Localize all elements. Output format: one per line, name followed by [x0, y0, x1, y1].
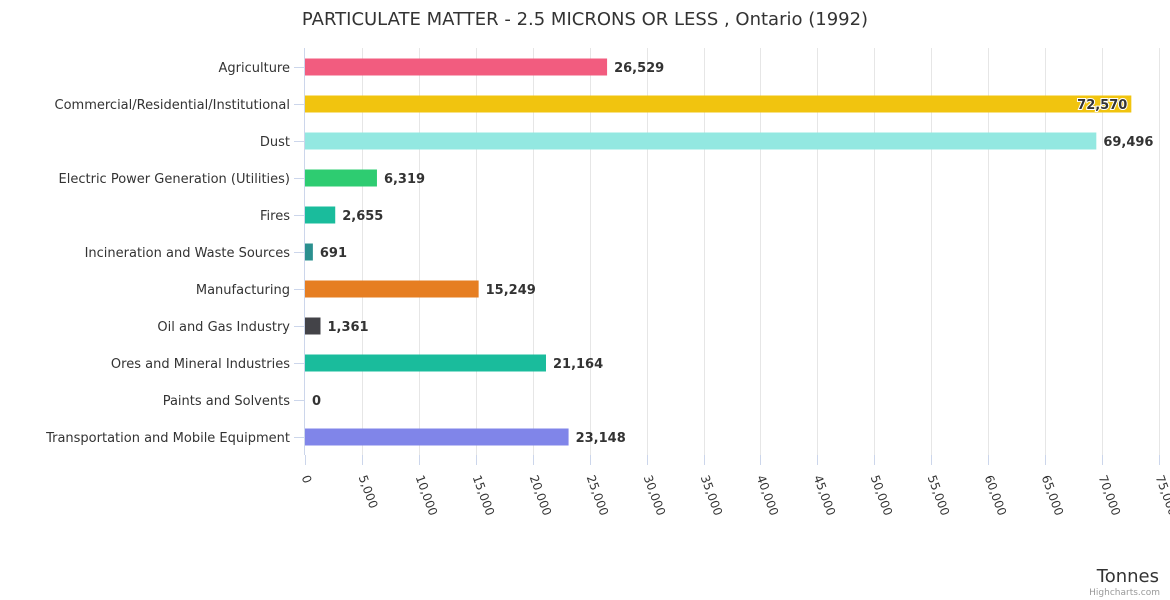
bar: [305, 243, 313, 261]
x-tick-label: 15,000: [470, 473, 498, 517]
data-label: 6,319: [384, 172, 425, 187]
bar: [305, 206, 336, 224]
data-label: 69,496: [1103, 135, 1153, 150]
category-label: Dust: [260, 135, 290, 150]
x-tick-label: 45,000: [811, 473, 839, 517]
bar: [305, 169, 377, 187]
x-tick-label: 20,000: [527, 473, 555, 517]
data-label: 72,570: [1077, 98, 1127, 113]
bar: [305, 317, 321, 335]
category-label: Manufacturing: [196, 283, 290, 298]
category-label: Electric Power Generation (Utilities): [59, 172, 290, 187]
category-label: Fires: [260, 209, 290, 224]
category-label: Agriculture: [219, 61, 291, 76]
data-label: 26,529: [614, 61, 664, 76]
category-axis: Agriculture Commercial/Residential/Instit…: [45, 48, 305, 455]
bar: [305, 428, 569, 446]
bar: [305, 132, 1097, 150]
bar: [305, 95, 1132, 113]
category-label: Oil and Gas Industry: [157, 320, 290, 335]
x-axis-title: Tonnes: [1096, 566, 1159, 587]
data-label: 1,361: [327, 320, 368, 335]
data-label: 2,655: [342, 209, 383, 224]
credits-link[interactable]: Highcharts.com: [1089, 588, 1160, 598]
x-tick-label: 25,000: [584, 473, 612, 517]
chart-title: PARTICULATE MATTER - 2.5 MICRONS OR LESS…: [302, 9, 868, 30]
x-tick-label: 10,000: [413, 473, 441, 517]
x-tick-label: 50,000: [868, 473, 896, 517]
x-tick-label: 30,000: [641, 473, 669, 517]
data-label: 691: [320, 246, 347, 261]
data-label: 23,148: [576, 431, 626, 446]
bar: [305, 354, 546, 372]
category-label: Ores and Mineral Industries: [111, 357, 290, 372]
value-axis: 0 5,000 10,000 15,000 20,000 25,000 30,000 35,0…: [299, 455, 1170, 517]
x-tick-label: 40,000: [754, 473, 782, 517]
data-label: 21,164: [553, 357, 603, 372]
grid-lines: [362, 48, 1160, 455]
x-tick-label: 35,000: [698, 473, 726, 517]
x-tick-label: 60,000: [982, 473, 1010, 517]
category-label: Transportation and Mobile Equipment: [45, 431, 290, 446]
x-tick-label: 70,000: [1096, 473, 1124, 517]
data-label: 15,249: [486, 283, 536, 298]
x-tick-label: 5,000: [356, 473, 381, 510]
category-label: Commercial/Residential/Institutional: [55, 98, 291, 113]
category-label: Incineration and Waste Sources: [85, 246, 291, 261]
category-label: Paints and Solvents: [163, 394, 291, 409]
x-tick-label: 0: [299, 473, 315, 485]
bar: [305, 58, 608, 76]
bar: [305, 280, 479, 298]
x-tick-label: 65,000: [1039, 473, 1067, 517]
data-label: 0: [312, 394, 321, 409]
x-tick-label: 75,000: [1153, 473, 1170, 517]
bars: 26,529 72,570 69,496 6,319 2,655 691 15,249 1,3…: [305, 58, 1153, 446]
x-tick-label: 55,000: [925, 473, 953, 517]
